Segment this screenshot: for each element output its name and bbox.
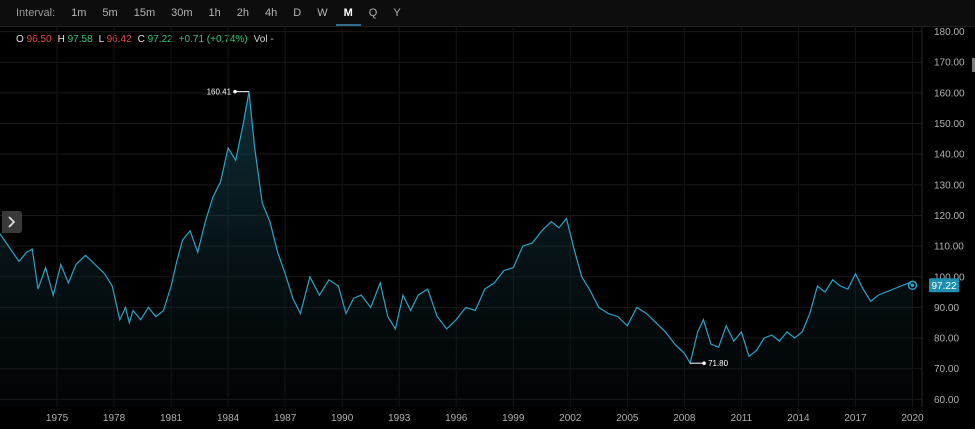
last-price-dot (910, 283, 915, 288)
ohlc-legend: O 96.50 H 97.58 L 96.42 C 97.22 +0.71 (+… (16, 34, 274, 45)
x-tick-label: 1996 (445, 413, 468, 424)
volume-value: Vol - (253, 34, 274, 45)
y-tick-label: 90.00 (934, 303, 959, 314)
price-chart[interactable]: 1975 1978 1981 1984 1987 1990 1993 1996 1999 2002… (0, 27, 975, 429)
y-tick-label: 70.00 (934, 364, 959, 375)
interval-toolbar: Interval: 1m 5m 15m 30m 1h 2h 4h D W M Q… (0, 0, 975, 27)
x-tick-label: 2008 (673, 413, 696, 424)
high-value: 97.58 (67, 34, 93, 45)
y-tick-label: 100.00 (934, 272, 965, 283)
chevron-right-icon (8, 216, 16, 228)
x-tick-label: 2014 (787, 413, 810, 424)
annotation-dot (233, 89, 237, 94)
y-tick-label: 60.00 (934, 395, 959, 406)
x-tick-label: 2011 (731, 413, 753, 424)
y-tick-label: 130.00 (934, 180, 965, 191)
y-tick-label: 170.00 (934, 58, 965, 69)
price-scale-handle[interactable] (972, 58, 975, 72)
close-value: 97.22 (147, 34, 173, 45)
interval-5m[interactable]: 5m (102, 7, 118, 19)
y-tick-label: 160.00 (934, 88, 965, 99)
interval-30m[interactable]: 30m (171, 7, 193, 19)
interval-w[interactable]: W (317, 7, 328, 19)
price-area-fill (0, 91, 913, 407)
y-tick-label: 140.00 (934, 150, 965, 161)
interval-m[interactable]: M (335, 0, 361, 26)
y-tick-label: 110.00 (934, 242, 964, 253)
annotations: 160.41 71.80 97.22 (207, 88, 959, 368)
low-key: L (98, 34, 104, 45)
interval-1m[interactable]: 1m (71, 7, 87, 19)
x-tick-label: 1999 (502, 413, 525, 424)
open-value: 96.50 (26, 34, 52, 45)
last-price-label: 97.22 (931, 281, 956, 292)
x-tick-label: 1984 (217, 413, 240, 424)
close-key: C (137, 34, 145, 45)
interval-2h[interactable]: 2h (236, 7, 250, 19)
low-value: 96.42 (106, 34, 132, 45)
interval-q[interactable]: Q (368, 7, 378, 19)
price-line (0, 91, 913, 365)
x-tick-label: 2002 (559, 413, 582, 424)
y-tick-label: 180.00 (934, 27, 965, 38)
x-tick-label: 2017 (844, 413, 867, 424)
interval-y[interactable]: Y (393, 7, 401, 19)
x-tick-label: 1975 (46, 413, 69, 424)
y-axis-labels: 60.00 70.00 80.00 90.00 100.00 110.00 120.00 13… (934, 27, 965, 406)
high-key: H (57, 34, 65, 45)
annotation-dot (702, 361, 706, 365)
x-axis-labels: 1975 1978 1981 1984 1987 1990 1993 1996 1999 2002… (46, 413, 924, 424)
x-tick-label: 2005 (616, 413, 639, 424)
open-key: O (16, 34, 24, 45)
y-tick-label: 120.00 (934, 211, 965, 222)
interval-4h[interactable]: 4h (265, 7, 278, 19)
x-tick-label: 1981 (160, 413, 183, 424)
x-tick-label: 1993 (388, 413, 411, 424)
x-tick-label: 1978 (103, 413, 126, 424)
interval-15m[interactable]: 15m (133, 7, 156, 19)
last-price-badge (929, 278, 959, 293)
annotation-label: 71.80 (708, 359, 729, 368)
y-tick-label: 80.00 (934, 334, 959, 345)
x-tick-label: 1987 (274, 413, 297, 424)
interval-1h[interactable]: 1h (208, 7, 221, 19)
annotation-label: 160.41 (207, 88, 232, 97)
change-value: +0.71 (+0.74%) (178, 34, 248, 45)
interval-label: Interval: (16, 7, 56, 19)
side-panel-toggle[interactable] (2, 211, 22, 233)
x-tick-label: 1990 (331, 413, 354, 424)
y-tick-label: 150.00 (934, 119, 965, 130)
x-tick-label: 2020 (901, 413, 924, 424)
interval-d[interactable]: D (293, 7, 302, 19)
last-price-marker (907, 280, 918, 291)
